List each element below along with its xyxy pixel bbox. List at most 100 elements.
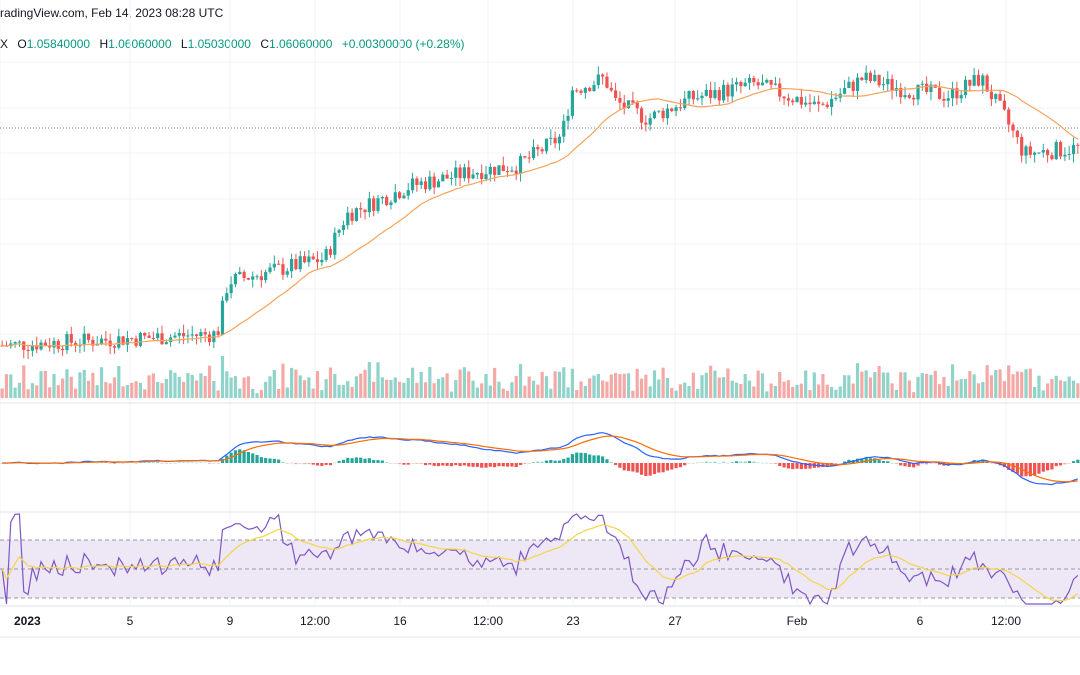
candle-body — [916, 84, 920, 100]
volume-bar — [635, 368, 639, 398]
macd-histogram-bar — [233, 450, 238, 463]
volume-bar — [121, 386, 125, 398]
volume-bar — [428, 367, 432, 398]
macd-histogram-bar — [1024, 463, 1028, 477]
candle-body — [609, 87, 613, 91]
macd-histogram-bar — [652, 463, 657, 475]
macd-histogram-bar — [194, 462, 199, 464]
candle-body — [527, 157, 531, 159]
volume-bar — [147, 375, 151, 398]
volume-bar — [881, 372, 886, 398]
volume-bar — [601, 380, 605, 398]
macd-histogram-bar — [458, 463, 462, 467]
volume-bar — [683, 382, 687, 398]
macd-histogram-bar — [281, 461, 285, 463]
x-axis-tick-label: 2023 — [14, 614, 41, 628]
candle-body — [985, 75, 989, 92]
macd-histogram-bar — [333, 462, 337, 464]
volume-bar — [817, 384, 821, 398]
volume-bar — [1002, 381, 1006, 398]
macd-histogram-bar — [1041, 463, 1045, 472]
volume-bar — [618, 374, 622, 398]
candle-body — [138, 332, 142, 346]
candle-body — [1007, 109, 1011, 125]
source-text: radingView.com, Feb 14, 2023 08:28 UTC — [0, 6, 224, 20]
volume-bar — [1041, 390, 1045, 398]
candle-body — [346, 212, 350, 226]
macd-histogram-bar — [925, 463, 929, 465]
volume-bar — [462, 367, 466, 398]
candle-body — [713, 90, 717, 98]
candle-body — [691, 91, 695, 100]
macd-histogram-bar — [544, 460, 549, 463]
volume-bar — [194, 380, 199, 398]
macd-histogram-bar — [730, 461, 734, 463]
macd-histogram-bar — [700, 462, 704, 463]
macd-histogram-bar — [678, 463, 682, 468]
volume-bar — [562, 367, 566, 398]
volume-bar — [968, 371, 972, 398]
volume-bar — [1011, 374, 1015, 398]
volume-bar — [471, 380, 475, 398]
candle-body — [385, 196, 389, 206]
volume-bar — [406, 377, 410, 398]
candle-body — [765, 79, 769, 83]
macd-histogram-bar — [264, 457, 268, 463]
macd-histogram-bar — [1054, 463, 1058, 467]
macd-histogram-bar — [907, 463, 911, 467]
volume-bar — [22, 365, 26, 398]
candle-body — [307, 256, 311, 263]
macd-histogram-bar — [687, 463, 691, 464]
macd-histogram-bar — [527, 463, 531, 464]
volume-bar — [156, 381, 160, 398]
volume-bar — [108, 383, 112, 398]
volume-bar — [160, 383, 164, 398]
open-label: O — [17, 37, 27, 51]
macd-histogram-bar — [808, 463, 812, 469]
volume-bar — [372, 381, 376, 398]
candle-body — [220, 300, 225, 335]
volume-bar — [877, 365, 881, 398]
volume-bar — [570, 368, 574, 398]
candle-body — [242, 271, 246, 278]
volume-bar — [246, 376, 250, 398]
macd-histogram-bar — [268, 458, 272, 463]
candle-body — [946, 98, 950, 101]
volume-bar — [890, 383, 894, 398]
candle-body — [847, 81, 851, 88]
volume-bar — [130, 382, 134, 398]
volume-bar — [380, 377, 384, 398]
macd-histogram-bar — [756, 462, 760, 463]
candle-body — [315, 259, 320, 263]
macd-histogram-bar — [454, 463, 458, 466]
macd-histogram-bar — [1015, 463, 1019, 474]
volume-bar — [687, 386, 691, 398]
volume-bar — [268, 376, 272, 398]
volume-bar — [925, 373, 929, 398]
macd-histogram-bar — [190, 462, 194, 463]
volume-bar — [272, 369, 276, 398]
candle-body — [367, 198, 371, 213]
volume-bar — [929, 374, 933, 398]
candle-body — [86, 333, 91, 340]
x-axis-tick-label: Feb — [787, 614, 808, 628]
macd-histogram-bar — [302, 463, 307, 465]
volume-bar — [359, 373, 363, 398]
macd-histogram-bar — [277, 459, 281, 463]
macd-histogram-bar — [769, 463, 773, 464]
volume-bar — [333, 373, 337, 398]
macd-histogram-bar — [251, 453, 255, 463]
candle-body — [423, 181, 428, 190]
candle-body — [1050, 155, 1054, 160]
volume-bar — [320, 390, 324, 398]
macd-histogram-bar — [294, 463, 298, 465]
volume-bar — [1076, 383, 1080, 398]
macd-histogram-bar — [855, 458, 860, 463]
volume-bar — [173, 372, 177, 398]
macd-histogram-bar — [518, 463, 523, 466]
macd-histogram-bar — [255, 454, 259, 463]
candle-body — [605, 76, 609, 88]
macd-histogram-bar — [618, 463, 622, 468]
macd-histogram-bar — [173, 462, 177, 464]
